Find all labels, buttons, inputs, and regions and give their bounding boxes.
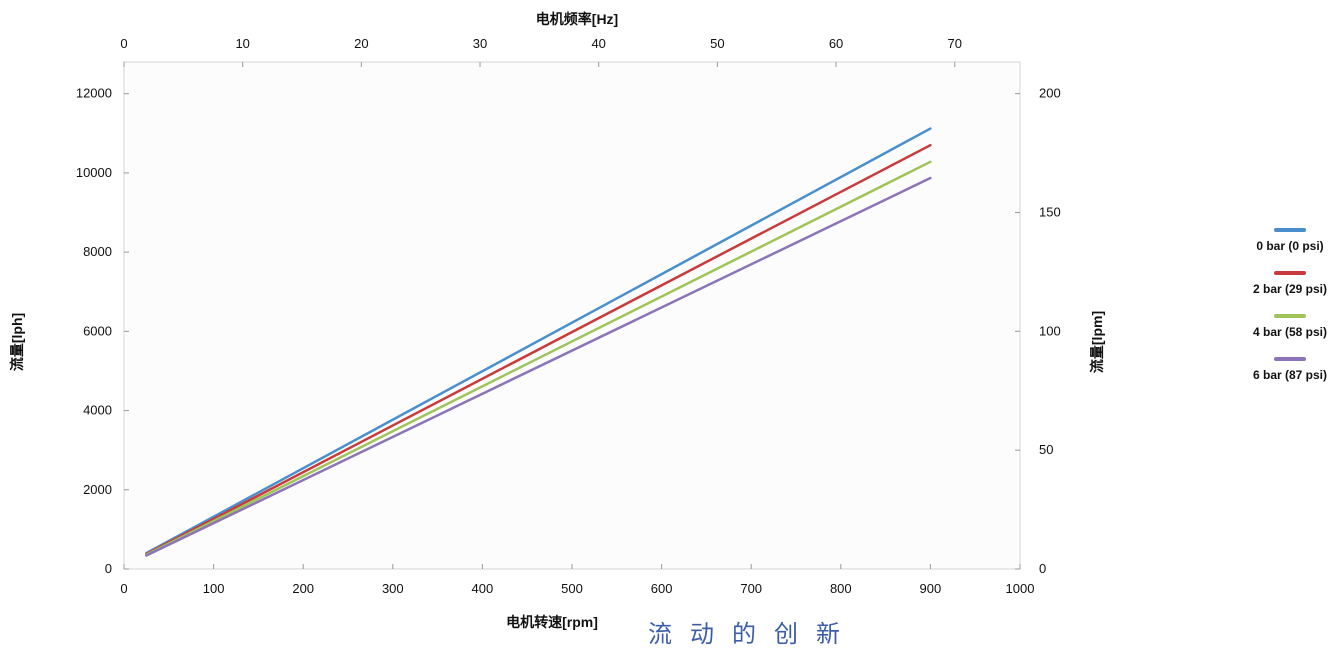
y-right-tick-label: 150 xyxy=(1039,204,1061,219)
y-tick-label: 4000 xyxy=(83,403,112,418)
legend-item: 4 bar (58 psi) xyxy=(1236,314,1344,341)
legend-swatch xyxy=(1274,228,1306,232)
x-top-tick-label: 0 xyxy=(120,36,127,51)
x-top-tick-label: 70 xyxy=(947,36,961,51)
x-tick-label: 100 xyxy=(203,581,225,596)
x-axis-title-top: 电机频率[Hz] xyxy=(536,11,618,27)
x-top-tick-label: 40 xyxy=(591,36,605,51)
legend-swatch xyxy=(1274,271,1306,275)
x-top-tick-label: 60 xyxy=(829,36,843,51)
y-right-tick-label: 50 xyxy=(1039,442,1053,457)
y-right-tick-label: 200 xyxy=(1039,86,1061,101)
legend-label: 6 bar (87 psi) xyxy=(1252,368,1328,382)
legend: 0 bar (0 psi) 2 bar (29 psi) 4 bar (58 p… xyxy=(1236,228,1344,400)
legend-item: 0 bar (0 psi) xyxy=(1236,228,1344,255)
legend-item: 2 bar (29 psi) xyxy=(1236,271,1344,298)
legend-label: 4 bar (58 psi) xyxy=(1252,325,1328,339)
x-tick-label: 900 xyxy=(920,581,942,596)
y-tick-label: 0 xyxy=(105,561,112,576)
legend-swatch xyxy=(1274,314,1306,318)
y-tick-label: 10000 xyxy=(76,165,112,180)
y-tick-label: 12000 xyxy=(76,86,112,101)
x-tick-label: 400 xyxy=(472,581,494,596)
x-tick-label: 1000 xyxy=(1006,581,1035,596)
x-top-tick-label: 10 xyxy=(235,36,249,51)
y-right-tick-label: 100 xyxy=(1039,323,1061,338)
legend-label: 0 bar (0 psi) xyxy=(1256,239,1324,253)
footer-slogan: 流动的创新 xyxy=(648,620,858,648)
x-tick-label: 800 xyxy=(830,581,852,596)
series-line xyxy=(145,160,932,556)
flow-chart: 0 100 200 300 400 500 600 700 800 900 1000 0 10 20 30… xyxy=(9,11,1105,630)
x-tick-label: 600 xyxy=(651,581,673,596)
legend-item: 6 bar (87 psi) xyxy=(1236,357,1344,384)
legend-label: 2 bar (29 psi) xyxy=(1252,282,1328,296)
y-tick-label: 8000 xyxy=(83,244,112,259)
y-right-tick-label: 0 xyxy=(1039,561,1046,576)
x-tick-label: 500 xyxy=(561,581,583,596)
legend-swatch xyxy=(1274,357,1306,361)
x-top-tick-label: 20 xyxy=(354,36,368,51)
y-axis-title-right: 流量[lpm] xyxy=(1089,311,1105,373)
series-line xyxy=(145,127,932,555)
x-axis-title-bottom: 电机转速[rpm] xyxy=(506,614,598,630)
series-line xyxy=(145,176,932,557)
series-line xyxy=(145,143,932,556)
x-tick-label: 700 xyxy=(740,581,762,596)
x-tick-label: 300 xyxy=(382,581,404,596)
y-tick-label: 6000 xyxy=(83,323,112,338)
x-tick-label: 0 xyxy=(120,581,127,596)
x-top-tick-label: 30 xyxy=(473,36,487,51)
x-tick-label: 200 xyxy=(292,581,314,596)
y-axis-title-left: 流量[lph] xyxy=(9,313,25,371)
y-tick-label: 2000 xyxy=(83,482,112,497)
x-top-tick-label: 50 xyxy=(710,36,724,51)
